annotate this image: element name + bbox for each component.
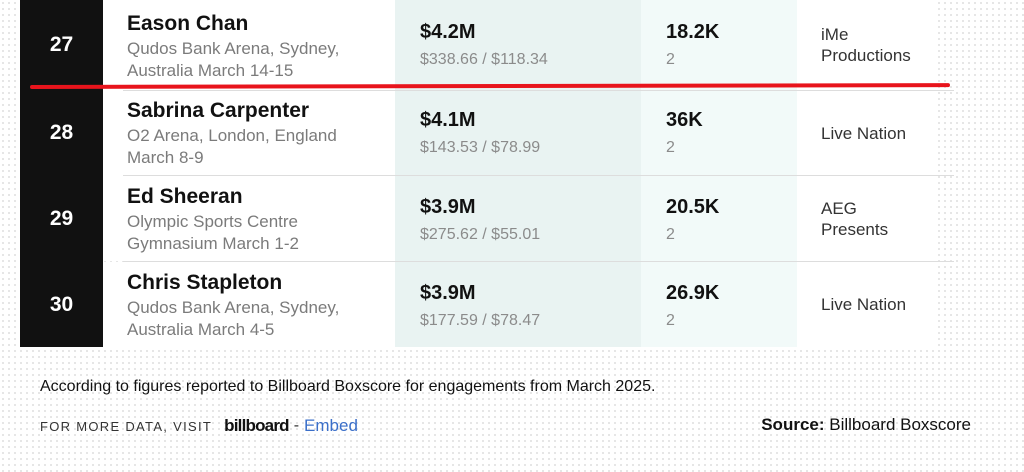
attendance-value: 20.5K <box>666 196 720 218</box>
billboard-logo[interactable]: billboard <box>224 416 289 435</box>
attendance-value: 26.9K <box>666 282 720 304</box>
table-row: 30 Chris Stapleton Qudos Bank Arena, Syd… <box>20 262 934 347</box>
promoter-cell: Live Nation <box>797 91 934 175</box>
venue-dates: Qudos Bank Arena, Sydney, Australia Marc… <box>127 39 340 80</box>
promoter-name: Live Nation <box>821 123 907 143</box>
rank-number: 29 <box>49 206 74 230</box>
gross-value: $4.2M <box>420 21 476 43</box>
separator-text: - <box>293 417 300 434</box>
embed-link[interactable]: Embed <box>304 416 358 435</box>
artist-cell: Sabrina Carpenter O2 Arena, London, Engl… <box>103 91 395 175</box>
promoter-cell: AEG Presents <box>797 176 934 261</box>
attendance-value: 36K <box>666 109 703 131</box>
venue-dates: Olympic Sports Centre Gymnasium March 1-… <box>127 212 299 253</box>
ticket-prices: $143.53 / $78.99 <box>420 139 541 156</box>
rank-number: 28 <box>49 121 74 144</box>
source-label: Source: <box>761 415 825 434</box>
attendance-value: 18.2K <box>666 21 720 43</box>
gross-value: $4.1M <box>420 109 476 131</box>
show-count: 2 <box>666 51 675 68</box>
show-count: 2 <box>666 226 675 243</box>
show-count: 2 <box>666 312 675 329</box>
attendance-cell: 20.5K 2 <box>641 176 797 261</box>
table-row: 29 Ed Sheeran Olympic Sports Centre Gymn… <box>20 176 934 261</box>
gross-cell: $3.9M $177.59 / $78.47 <box>395 262 641 347</box>
promoter-name: Live Nation <box>821 295 907 314</box>
gross-cell: $4.2M $338.66 / $118.34 <box>395 0 641 90</box>
ticket-prices: $275.62 / $55.01 <box>420 226 541 243</box>
artist-name: Sabrina Carpenter <box>127 99 310 122</box>
boxscore-table: 27 Eason Chan Qudos Bank Arena, Sydney, … <box>20 0 954 347</box>
gross-cell: $4.1M $143.53 / $78.99 <box>395 91 641 175</box>
more-data-line: FOR MORE DATA, VISIT billboard - Embed <box>40 416 358 436</box>
artist-cell: Ed Sheeran Olympic Sports Centre Gymnasi… <box>103 176 395 261</box>
show-count: 2 <box>666 139 675 156</box>
rank-number: 27 <box>49 33 74 56</box>
promoter-cell: iMe Productions <box>797 0 934 90</box>
attendance-cell: 18.2K 2 <box>641 0 797 90</box>
artist-cell: Chris Stapleton Qudos Bank Arena, Sydney… <box>103 262 395 347</box>
table-row: 28 Sabrina Carpenter O2 Arena, London, E… <box>20 91 934 175</box>
row-divider <box>123 90 954 91</box>
artist-cell: Eason Chan Qudos Bank Arena, Sydney, Aus… <box>103 0 395 90</box>
promoter-cell: Live Nation <box>797 262 934 347</box>
gross-cell: $3.9M $275.62 / $55.01 <box>395 176 641 261</box>
gross-value: $3.9M <box>420 282 476 304</box>
table-row: 27 Eason Chan Qudos Bank Arena, Sydney, … <box>20 0 934 90</box>
attendance-cell: 36K 2 <box>641 91 797 175</box>
artist-name: Ed Sheeran <box>127 185 243 208</box>
venue-dates: O2 Arena, London, England March 8-9 <box>127 126 337 167</box>
attendance-cell: 26.9K 2 <box>641 262 797 347</box>
promoter-name: iMe Productions <box>821 25 911 65</box>
row-divider <box>123 261 954 262</box>
ticket-prices: $338.66 / $118.34 <box>420 51 548 68</box>
row-divider <box>123 175 954 176</box>
source-credit: Source: Billboard Boxscore <box>761 415 971 435</box>
promoter-name: AEG Presents <box>821 198 889 239</box>
source-value: Billboard Boxscore <box>829 415 971 434</box>
rank-column <box>20 0 103 347</box>
more-data-label: FOR MORE DATA, VISIT <box>40 418 213 434</box>
ticket-prices: $177.59 / $78.47 <box>420 312 541 329</box>
gross-value: $3.9M <box>420 196 476 218</box>
artist-name: Eason Chan <box>127 12 249 35</box>
artist-name: Chris Stapleton <box>127 271 283 294</box>
rank-number: 30 <box>49 292 74 316</box>
venue-dates: Qudos Bank Arena, Sydney, Australia Marc… <box>127 298 340 339</box>
footnote-text: According to figures reported to Billboa… <box>40 378 656 395</box>
